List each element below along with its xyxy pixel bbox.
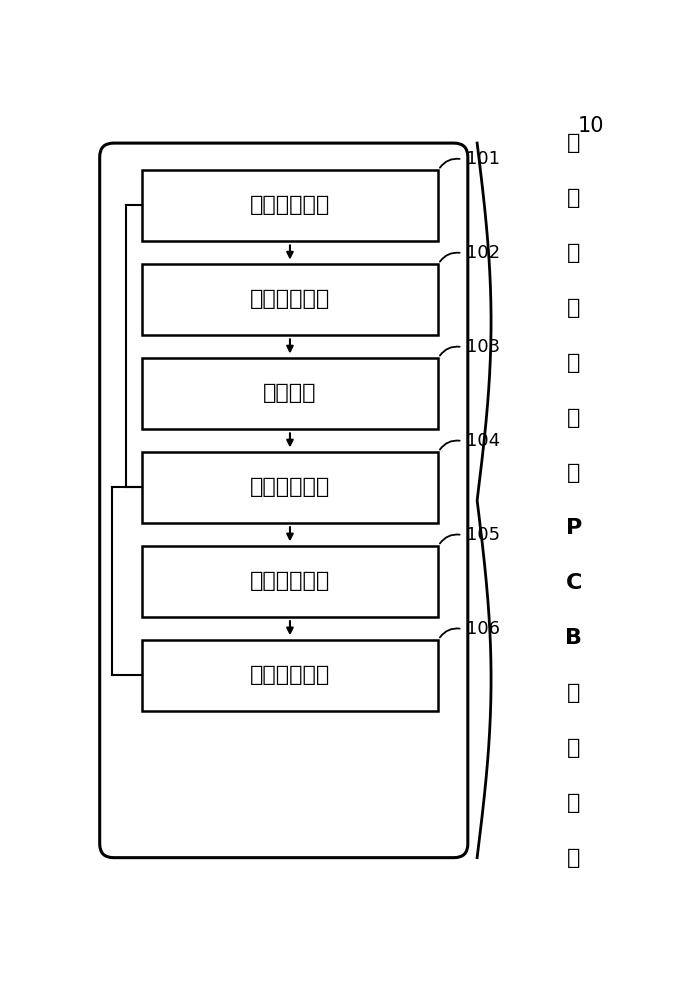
Text: 背景过滤模块: 背景过滤模块 [250,665,330,685]
Text: 阈值计算模块: 阈值计算模块 [250,571,330,591]
Bar [141,358,438,429]
Text: 10: 10 [578,116,604,136]
Bar [141,640,438,711]
Text: 影: 影 [567,298,580,318]
Text: 滤: 滤 [567,408,580,428]
Bar [141,264,438,335]
Bar [141,170,438,241]
Bar [141,452,438,523]
Text: 置: 置 [567,848,580,868]
Text: 102: 102 [466,244,500,262]
Text: 角度计算模块: 角度计算模块 [250,289,330,309]
Bar [141,546,438,617]
Text: 于: 于 [567,188,580,208]
Text: 基: 基 [567,133,580,153]
Text: 装: 装 [567,793,580,813]
Text: 图像采集模块: 图像采集模块 [250,195,330,215]
Text: 峰值提取模块: 峰值提取模块 [250,477,330,497]
Text: 106: 106 [466,620,500,638]
Text: P: P [566,518,582,538]
Text: 104: 104 [466,432,500,450]
Text: 的: 的 [567,463,580,483]
Text: 105: 105 [466,526,500,544]
Text: 投: 投 [567,243,580,263]
Text: 投影模块: 投影模块 [263,383,317,403]
Text: 位: 位 [567,738,580,758]
Text: 101: 101 [466,150,500,168]
Text: B: B [565,628,582,648]
Text: 定: 定 [567,683,580,703]
Text: C: C [566,573,582,593]
Text: 过: 过 [567,353,580,373]
Text: 103: 103 [466,338,500,356]
